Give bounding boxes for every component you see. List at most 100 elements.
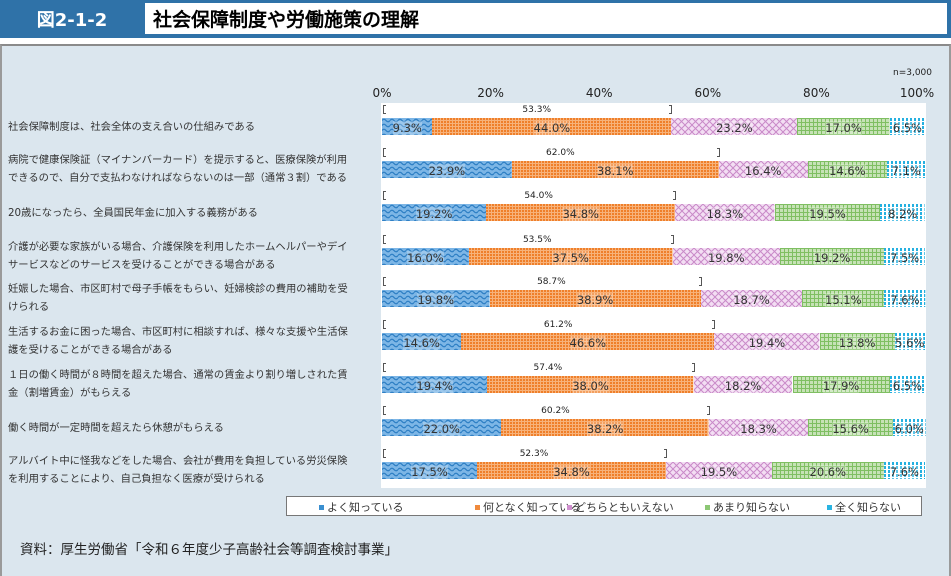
bracket-end <box>698 277 702 286</box>
bar-segment <box>382 419 502 436</box>
bar-value-label: 19.4% <box>382 377 487 394</box>
bar-segment <box>468 248 673 265</box>
bar-value-text: 18.3% <box>706 206 744 221</box>
bracket-end <box>383 363 386 372</box>
bar-value-text: 18.3% <box>740 421 777 436</box>
bar-segment-fill <box>489 290 701 307</box>
bar-segment-fill <box>671 118 798 135</box>
bar-value-text: 37.5% <box>552 250 589 265</box>
category-label: 働く時間が一定時間を超えたら休憩がもらえる <box>8 419 380 437</box>
bar-value-label: 38.9% <box>490 291 701 308</box>
x-tick-label: 40% <box>585 86 613 100</box>
bar-segment <box>382 376 488 393</box>
bar-value-text: 7.6% <box>889 464 919 479</box>
bar-value-text: 7.1% <box>891 163 921 178</box>
bar-value-text: 34.8% <box>553 464 590 479</box>
bar-value-label: 19.8% <box>382 291 490 308</box>
bar-segment <box>382 204 487 221</box>
bar-value-text: 15.1% <box>825 292 862 307</box>
legend-swatch <box>475 504 480 510</box>
bar-value-text: 38.9% <box>576 292 614 307</box>
bar-segment <box>671 118 798 135</box>
bar-segment-fill <box>672 248 780 265</box>
category-label-line: 生活するお金に困った場合、市区町村に相談すれば、様々な支援や生活保 <box>8 326 348 338</box>
bar-segment-fill <box>819 333 895 350</box>
bar-value-label: 9.3% <box>382 119 432 136</box>
category-label-line: １日の働く時間が８時間を超えた場合、通常の賃金より割り増しされた賃 <box>8 369 348 381</box>
bar-segment-fill <box>889 376 925 393</box>
bar-value-label: 7.1% <box>887 162 926 179</box>
category-label-line: 金（割増賃金）がもらえる <box>8 387 132 399</box>
category-label: 妊娠した場合、市区町村で母子手帳をもらい、妊婦検診の費用の補助を受 けられる <box>8 280 380 316</box>
known-total-bracket <box>383 148 720 157</box>
bar-segment-fill <box>880 204 925 221</box>
bar-segment-fill <box>487 376 694 393</box>
bar-value-label: 34.8% <box>477 463 666 480</box>
x-tick-label: 20% <box>477 86 504 100</box>
bar-value-label: 14.6% <box>382 334 461 351</box>
bracket-end <box>670 235 674 244</box>
bracket-end <box>383 449 386 458</box>
legend-label: あまり知らない <box>713 501 790 514</box>
bar-value-label: 17.0% <box>797 119 889 136</box>
bar-value-text: 23.2% <box>716 120 753 135</box>
bar-segment <box>477 462 666 479</box>
bar-segment <box>487 376 694 393</box>
bar-segment-fill <box>432 118 672 135</box>
bar-value-text: 22.0% <box>423 421 460 436</box>
bar-value-text: 19.8% <box>417 292 455 307</box>
bar-segment-fill <box>718 161 808 178</box>
bar-value-label: 6.5% <box>890 377 925 394</box>
bar-segment-fill <box>700 290 803 307</box>
bar-value-text: 17.9% <box>822 378 860 393</box>
bar-segment <box>889 376 925 393</box>
bar-segment-fill <box>382 118 433 135</box>
figure-title: 社会保障制度や労働施策の理解 <box>145 3 947 34</box>
bar-segment <box>819 333 895 350</box>
bar-segment-fill <box>894 333 925 350</box>
bar-value-text: 8.2% <box>888 206 918 221</box>
bar-segment-fill <box>883 462 925 479</box>
bracket-end <box>691 363 695 372</box>
bar-value-label: 20.6% <box>772 463 884 480</box>
x-tick-label: 80% <box>803 86 830 100</box>
bar-value-label: 15.1% <box>802 291 884 308</box>
bar-segment-fill <box>382 419 502 436</box>
bracket-end <box>673 191 677 200</box>
bar-value-text: 38.1% <box>596 163 634 178</box>
bar-segment <box>675 204 775 221</box>
bar-value-text: 19.5% <box>700 464 738 479</box>
bar-segment-fill <box>807 161 887 178</box>
bar-segment-fill <box>511 161 719 178</box>
legend-item: あまり知らない <box>705 499 790 515</box>
bar-value-label: 7.6% <box>884 291 925 308</box>
bar-segment <box>771 462 884 479</box>
bar-value-text: 19.2% <box>415 206 453 221</box>
legend-label: 何となく知っている <box>483 501 582 514</box>
category-label: アルバイト中に怪我などをした場合、会社が費用を負担している労災保険 を利用すること… <box>8 452 380 488</box>
bar-segment-fill <box>501 419 709 436</box>
bar-segment <box>880 204 925 221</box>
bar-value-label: 38.0% <box>487 377 693 394</box>
bar-segment-fill <box>382 462 478 479</box>
bar-value-label: 19.2% <box>780 249 884 266</box>
bracket-end <box>663 449 667 458</box>
known-total-label: 54.0% <box>524 191 553 201</box>
bar-value-text: 38.0% <box>572 378 609 393</box>
category-label-line: アルバイト中に怪我などをした場合、会社が費用を負担している労災保険 <box>8 455 348 467</box>
known-total-label: 57.4% <box>533 363 563 373</box>
bar-segment-fill <box>886 161 926 178</box>
bar-segment <box>802 290 885 307</box>
bar-value-label: 19.4% <box>714 334 819 351</box>
bar-segment-fill <box>693 376 793 393</box>
bar-value-label: 18.3% <box>709 420 808 437</box>
known-total-label: 60.2% <box>541 406 570 416</box>
known-total-bracket <box>383 406 710 415</box>
bar-value-text: 46.6% <box>569 335 607 350</box>
bar-value-text: 14.6% <box>829 163 866 178</box>
legend-item: どちらともいえない <box>567 499 674 515</box>
bar-value-text: 19.2% <box>813 250 851 265</box>
bar-segment-fill <box>797 118 890 135</box>
bar-segment <box>461 333 715 350</box>
category-label: １日の働く時間が８時間を超えた場合、通常の賃金より割り増しされた賃 金（割増賃金）… <box>8 366 380 402</box>
